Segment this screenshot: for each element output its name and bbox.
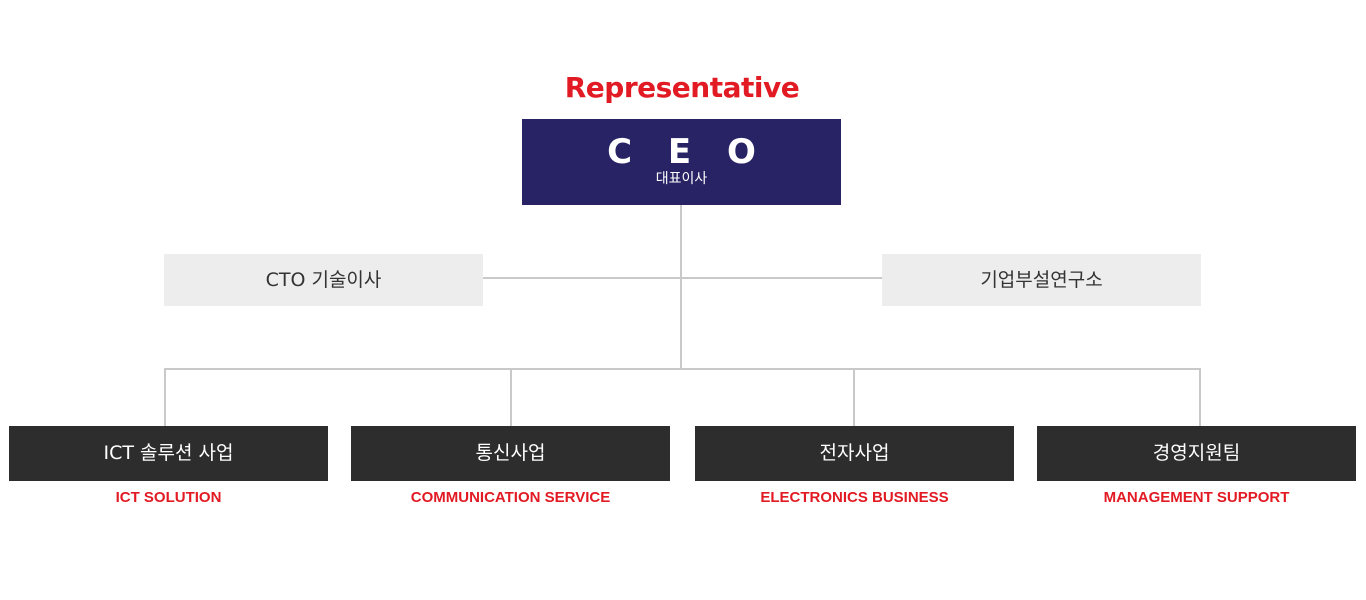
connector-dept-horizontal	[164, 368, 1201, 370]
connector-ceo-vertical	[680, 205, 682, 369]
dept-ict-solution-sub: ICT SOLUTION	[115, 489, 222, 506]
dept-ict-solution: ICT 솔루션 사업	[9, 426, 328, 481]
connector-side-horizontal	[483, 277, 882, 279]
connector-dept-2	[510, 368, 512, 426]
ceo-korean-label: 대표이사	[655, 171, 708, 187]
ceo-label: C E O	[607, 132, 768, 172]
ceo-box: C E O 대표이사	[522, 119, 841, 205]
dept-communication-sub: COMMUNICATION SERVICE	[410, 489, 611, 506]
dept-communication: 통신사업	[351, 426, 670, 481]
connector-dept-4	[1199, 368, 1201, 426]
connector-dept-3	[853, 368, 855, 426]
cto-box: CTO 기술이사	[164, 254, 483, 306]
dept-electronics: 전자사업	[695, 426, 1014, 481]
dept-electronics-sub: ELECTRONICS BUSINESS	[760, 489, 949, 506]
dept-management: 경영지원팀	[1037, 426, 1356, 481]
representative-title: Representative	[564, 71, 800, 104]
research-institute-box: 기업부설연구소	[882, 254, 1201, 306]
connector-dept-1	[164, 368, 166, 426]
dept-management-sub: MANAGEMENT SUPPORT	[1103, 489, 1290, 506]
